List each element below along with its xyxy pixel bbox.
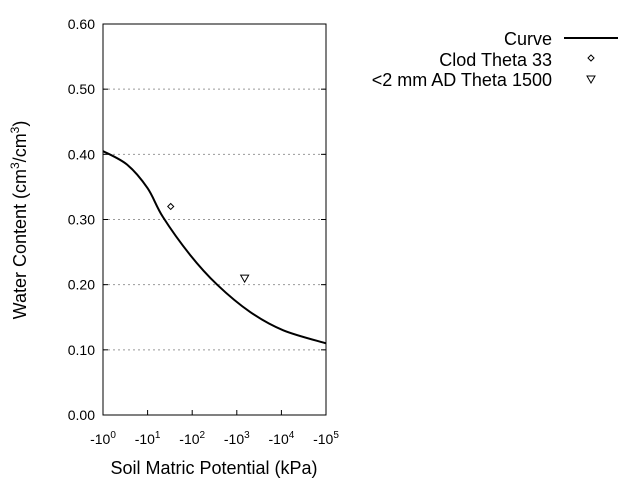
legend-swatch-diamond [587,54,595,62]
series-layer [102,150,327,345]
y-tick-label: 0.60 [68,16,95,32]
x-axis: -100 -101 -102 -103 -104 -105 [90,410,339,447]
y-tick-label: 0.10 [68,342,95,358]
y-tick-label: 0.50 [68,81,95,97]
x-tick-label: -103 [224,430,250,447]
point-ad-theta-1500 [239,274,250,284]
legend-label-clod: Clod Theta 33 [439,50,552,70]
x-tick-label: -100 [90,430,116,447]
y-tick-label: 0.00 [68,407,95,423]
x-tick-label: -104 [269,430,295,447]
x-tick-label: -101 [135,430,161,447]
x-tick-label: -105 [313,430,339,447]
series-curve-line [102,150,327,345]
y-tick-label: 0.20 [68,277,95,293]
y-axis: 0.00 0.10 0.20 0.30 0.40 0.50 0.60 [68,16,326,423]
y-tick-label: 0.40 [68,146,95,162]
legend-label-ad: <2 mm AD Theta 1500 [372,70,552,90]
x-tick-label: -102 [179,430,205,447]
grid [103,88,326,351]
y-tick-label: 0.30 [68,212,95,228]
x-axis-label: Soil Matric Potential (kPa) [110,458,317,478]
legend: Curve Clod Theta 33 <2 mm AD Theta 1500 [372,29,618,90]
legend-swatch-triangle [586,75,596,85]
point-clod-theta-33 [167,202,175,211]
y-axis-label: Water Content (cm3/cm3) [8,121,30,320]
legend-label-curve: Curve [504,29,552,49]
